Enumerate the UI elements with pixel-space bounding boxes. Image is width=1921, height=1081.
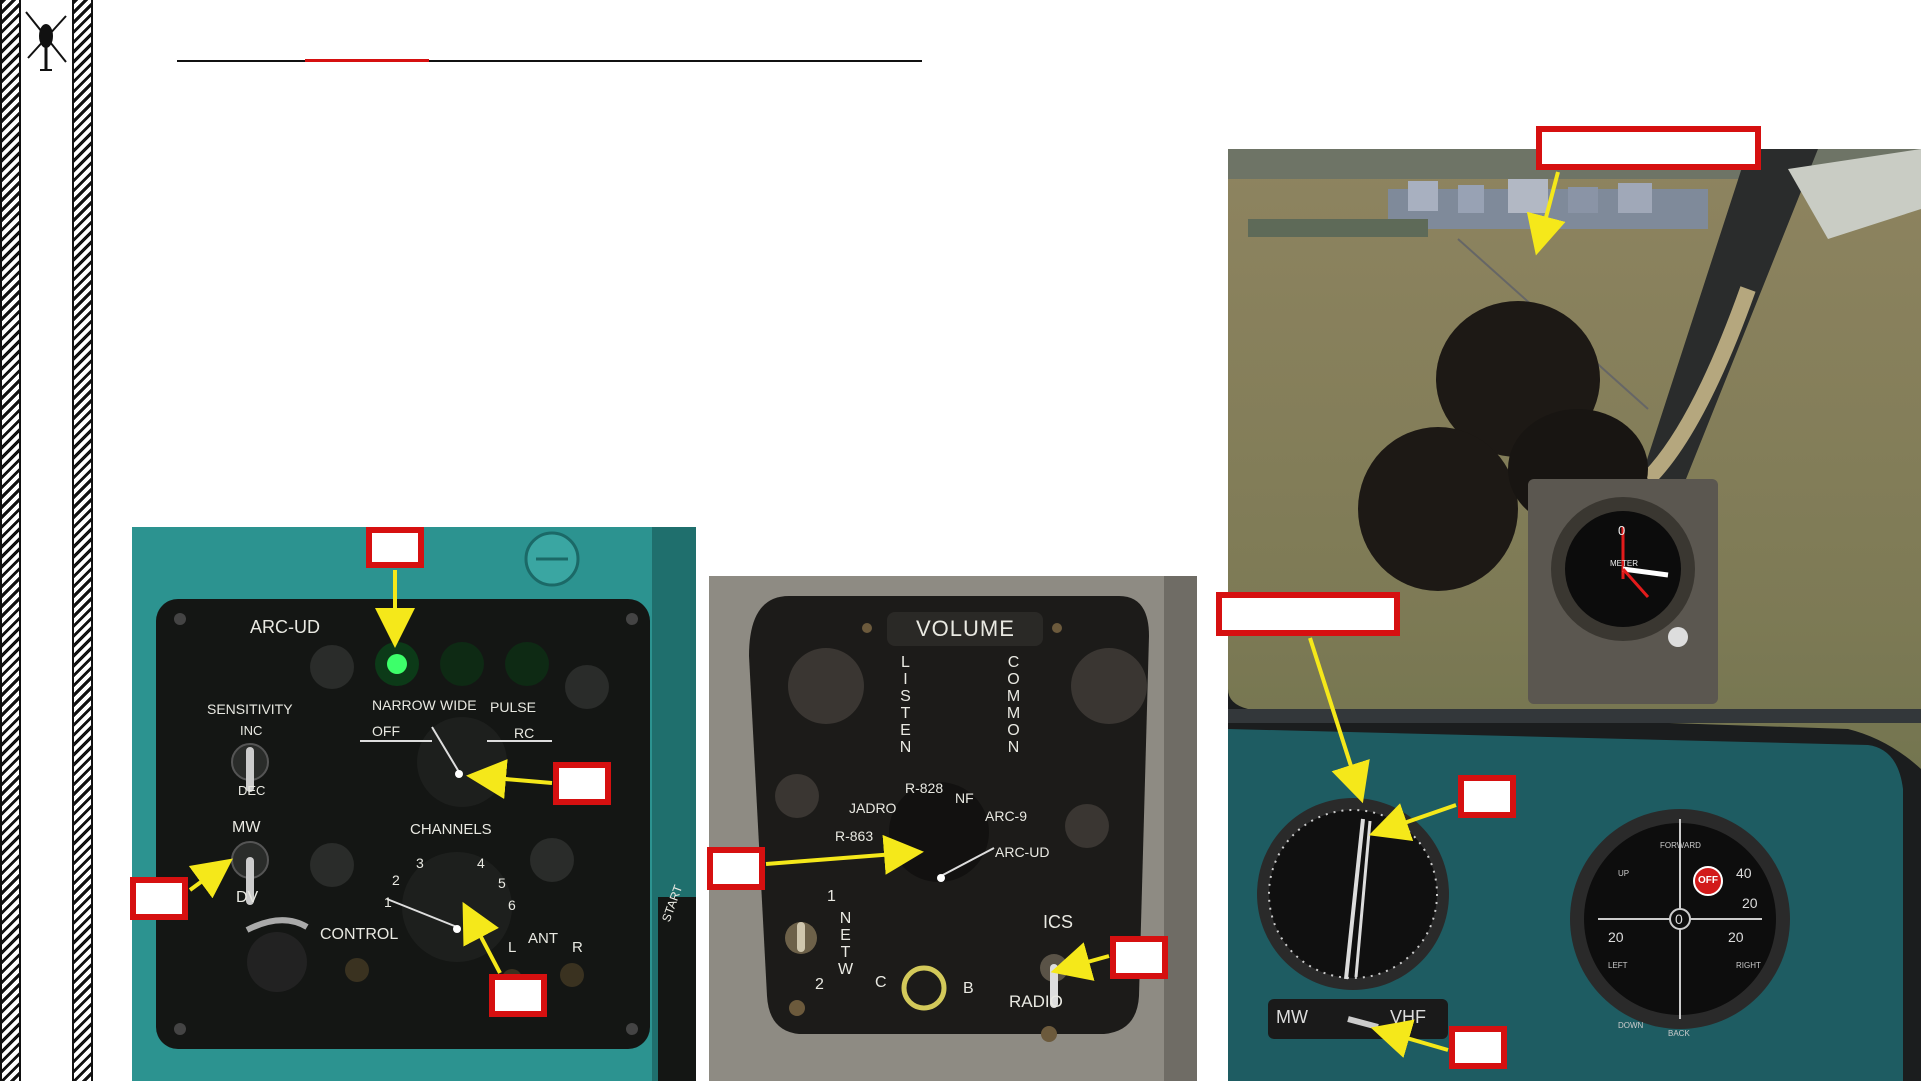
back-label: BACK [1668,1029,1690,1038]
ant-l-label: L [508,939,517,956]
helicopter-icon [25,11,67,71]
rc-label: RC [514,725,535,741]
netw-label: NETW [837,910,854,978]
narrow-label: NARROW [372,697,436,713]
arrow-horizon [1526,171,1566,256]
left-label: LEFT [1608,961,1628,970]
r863-label: R-863 [835,828,874,844]
off-label: OFF [372,723,400,739]
mw-switch-label: MW [1276,1007,1308,1027]
control-label: CONTROL [320,926,399,943]
radio-label: RADIO [1009,992,1063,1011]
channels-label: CHANNELS [410,821,492,838]
jadro-label: JADRO [849,800,897,816]
ch-5: 5 [498,875,506,891]
volume-label: VOLUME [916,616,1015,641]
audio-panel-photo: VOLUME LISTEN COMMON JADRO R-828 NF ARC-… [709,576,1197,1081]
ch-3: 3 [416,855,424,871]
vsi-20-left: 20 [1608,929,1624,945]
callout-box-mw-dv [130,877,188,920]
arrow-ics-radio [1050,942,1110,981]
callout-box-horizon [1536,126,1761,170]
nf-label: NF [955,790,974,806]
forward-label: FORWARD [1660,841,1701,850]
arc9-label: ARC-9 [985,808,1028,824]
ch-1: 1 [384,894,392,910]
arrow-needle [1368,803,1457,842]
arc-ud-title: ARC-UD [250,617,320,637]
r828-label: R-828 [905,780,944,796]
callout-box-selector [707,847,765,890]
arrow-mode-knob [466,759,553,799]
ics-label: ICS [1043,912,1074,932]
arrow-mw-vhf [1370,1019,1449,1058]
wide-label: WIDE [440,697,477,713]
vsi-0: 0 [1675,911,1683,927]
dv-label: DV [236,889,259,906]
ch-4: 4 [477,855,485,871]
ant-r-label: R [572,939,583,956]
common-label: COMMON [1005,654,1022,756]
netw-2-label: 2 [815,976,824,993]
meter-label: METER [1610,559,1638,568]
sensitivity-label: SENSITIVITY [207,701,293,717]
arrow-rmi [1308,637,1370,804]
pulse-label: PULSE [490,699,536,715]
left-hatched-rail [0,0,21,1081]
callout-box-needle [1458,775,1516,818]
arrow-mw-dv [188,858,233,899]
callout-box-mode-knob [553,762,611,805]
callout-box-rmi [1216,592,1400,636]
cockpit-view-photo: METER 0 MW VHF OFF FORWARD BACK LEFT RIG… [1228,149,1921,1081]
vsi-40: 40 [1736,865,1752,881]
arrow-selector [765,834,924,875]
netw-1-label: 1 [827,888,836,905]
down-label: DOWN [1618,1021,1644,1030]
c-label: C [875,974,887,991]
callout-box-ics-radio [1110,936,1168,979]
dec-label: DEC [238,783,266,798]
callout-box-lamp [366,527,424,568]
arrow-channels [462,901,502,974]
arcud-label: ARC-UD [995,844,1050,860]
listen-label: LISTEN [897,654,914,756]
title-underline [177,60,922,62]
b-label: B [963,980,974,997]
vsi-20-right: 20 [1728,929,1744,945]
right-hatched-rail [72,0,93,1081]
ant-label: ANT [528,930,558,947]
callout-box-channels [489,974,547,1017]
off-flag-label: OFF [1698,875,1718,886]
compass-n0: 0 [1618,523,1626,538]
right-label: RIGHT [1736,961,1761,970]
up-label: UP [1618,869,1630,878]
mw-label: MW [232,819,261,836]
ch-6: 6 [508,897,516,913]
inc-label: INC [240,723,263,738]
callout-box-mw-vhf [1449,1026,1507,1069]
title-underline-accent [305,59,429,62]
vsi-20-top: 20 [1742,895,1758,911]
ch-2: 2 [392,872,400,888]
